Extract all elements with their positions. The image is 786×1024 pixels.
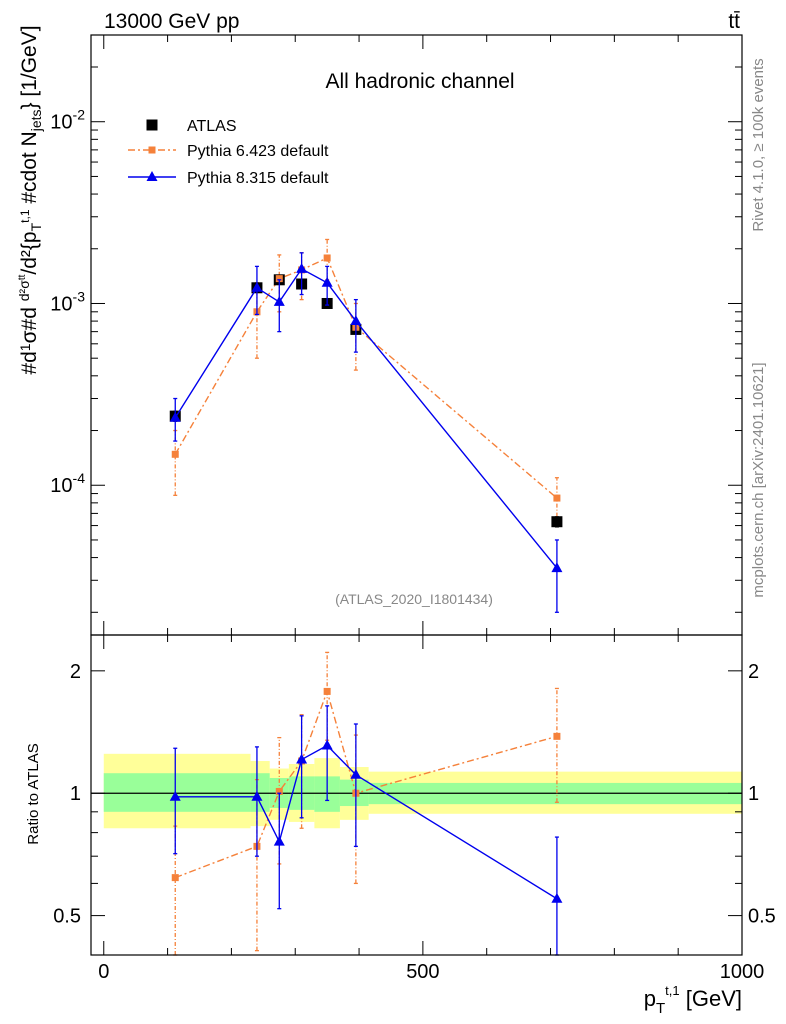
pythia8-point — [169, 411, 181, 422]
legend-label: ATLAS — [187, 118, 237, 135]
pythia6-point — [275, 275, 283, 283]
ratio-ytick-label-left: 2 — [70, 661, 81, 683]
legend-label: Pythia 8.315 default — [187, 170, 329, 187]
ratio-band-inner — [103, 773, 251, 812]
pythia8-point — [251, 281, 263, 292]
pythia6-line — [174, 257, 558, 499]
legend-label: Pythia 6.423 default — [187, 143, 329, 160]
x-axis-label: pTt,1 [GeV] — [644, 983, 742, 1017]
ratio-ytick-label-left: 1 — [70, 783, 81, 805]
ratio-panel: 0 500 1000 0.5 0.5 1 1 2 2 Ratio to ATLAS — [25, 634, 776, 983]
pythia8-point — [350, 315, 362, 326]
ratio-pythia8-point — [551, 892, 563, 903]
legend-atlas-marker — [146, 119, 158, 131]
ratio-band-inner — [250, 773, 270, 812]
main-ytick-label: 10-4 — [50, 470, 85, 497]
ratio-frame — [90, 634, 743, 956]
pythia6-point — [323, 254, 331, 262]
legend-pythia6-marker — [148, 146, 156, 154]
svg-text:#d1σ#d d²σtt/d²{pTt,1 #c: #d1σ#d d²σtt/d²{pTt,1 #cdot Njets} [1/Ge… — [16, 25, 44, 374]
atlas-point — [551, 516, 563, 528]
ratio-xtick-label: 0 — [98, 961, 109, 983]
ratio-pythia6-point — [275, 787, 283, 795]
main-ytick-label: 10-2 — [50, 107, 85, 134]
analysis-id: (ATLAS_2020_I1801434) — [335, 591, 493, 607]
ratio-pythia8-point — [350, 768, 362, 779]
ratio-pythia8-point — [169, 790, 181, 801]
mcplots-label: mcplots.cern.ch [arXiv:2401.10621] — [750, 362, 767, 597]
ratio-xtick-label: 1000 — [720, 961, 765, 983]
ratio-pythia6-point — [553, 732, 561, 740]
pythia8-point — [296, 262, 308, 273]
pythia8-line — [174, 267, 558, 569]
ratio-ytick-label-left: 0.5 — [53, 906, 81, 928]
ratio-ytick-label-right: 1 — [748, 783, 759, 805]
pythia8-point — [321, 276, 333, 287]
pythia8-point — [273, 295, 285, 306]
legend-pythia8-marker — [146, 171, 158, 181]
ratio-xtick-label: 500 — [406, 961, 439, 983]
svg-text:pTt,1 [GeV]: pTt,1 [GeV] — [644, 983, 742, 1017]
ratio-pythia8-point — [296, 753, 308, 764]
ratio-pythia6-point — [171, 874, 179, 882]
main-plot-content — [169, 238, 563, 613]
ratio-ytick-label-right: 2 — [748, 661, 759, 683]
pythia8-point — [551, 562, 563, 573]
pythia6-point — [171, 450, 179, 458]
ratio-pythia8-point — [273, 835, 285, 846]
ratio-ylabel: Ratio to ATLAS — [25, 743, 42, 844]
process-label: tt̄ — [728, 10, 740, 33]
channel-title: All hadronic channel — [325, 70, 514, 93]
ratio-plot-content — [91, 651, 742, 956]
ratio-pythia6-point — [323, 687, 331, 695]
main-ylabel: #d1σ#d d²σtt/d²{pTt,1 #cdot Njets} [1/Ge… — [16, 25, 44, 374]
main-panel: 10-4 10-3 10-2 All hadronic channel (ATLAS… — [50, 34, 743, 636]
energy-label: 13000 GeV pp — [104, 10, 239, 33]
ratio-ticks: 0 500 1000 0.5 0.5 1 1 2 2 — [53, 635, 776, 983]
rivet-label: Rivet 4.1.0, ≥ 100k events — [750, 58, 767, 231]
legend: ATLAS Pythia 6.423 default Pythia 8.315 de… — [128, 118, 329, 187]
main-ytick-label: 10-3 — [50, 288, 85, 315]
ratio-pythia8-point — [251, 790, 263, 801]
main-ticks: 10-4 10-3 10-2 — [50, 34, 743, 635]
ratio-ytick-label-right: 0.5 — [748, 906, 776, 928]
ratio-pythia8-point — [321, 739, 333, 750]
pythia6-point — [553, 494, 561, 502]
